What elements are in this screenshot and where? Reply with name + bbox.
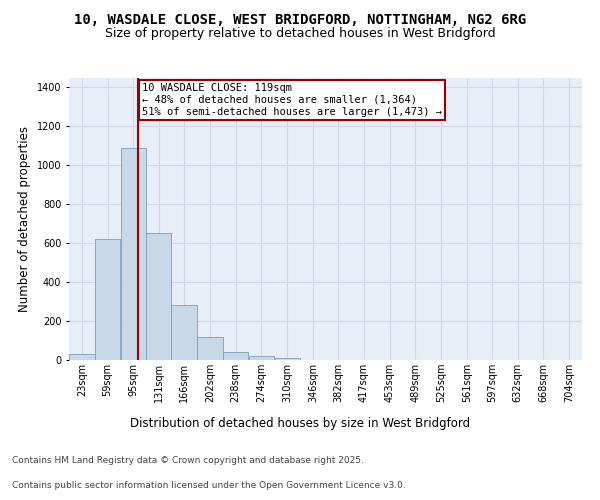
- Text: 10, WASDALE CLOSE, WEST BRIDGFORD, NOTTINGHAM, NG2 6RG: 10, WASDALE CLOSE, WEST BRIDGFORD, NOTTI…: [74, 12, 526, 26]
- Bar: [275, 358, 300, 360]
- Bar: [197, 336, 223, 360]
- Bar: [249, 356, 274, 360]
- Text: Contains HM Land Registry data © Crown copyright and database right 2025.: Contains HM Land Registry data © Crown c…: [12, 456, 364, 465]
- Bar: [172, 306, 197, 360]
- Y-axis label: Number of detached properties: Number of detached properties: [18, 126, 31, 312]
- Bar: [69, 354, 95, 360]
- Bar: [121, 148, 146, 360]
- Text: 10 WASDALE CLOSE: 119sqm
← 48% of detached houses are smaller (1,364)
51% of sem: 10 WASDALE CLOSE: 119sqm ← 48% of detach…: [142, 84, 442, 116]
- Bar: [95, 239, 121, 360]
- Bar: [223, 352, 248, 360]
- Text: Distribution of detached houses by size in West Bridgford: Distribution of detached houses by size …: [130, 418, 470, 430]
- Text: Size of property relative to detached houses in West Bridgford: Size of property relative to detached ho…: [104, 28, 496, 40]
- Bar: [146, 234, 171, 360]
- Text: Contains public sector information licensed under the Open Government Licence v3: Contains public sector information licen…: [12, 481, 406, 490]
